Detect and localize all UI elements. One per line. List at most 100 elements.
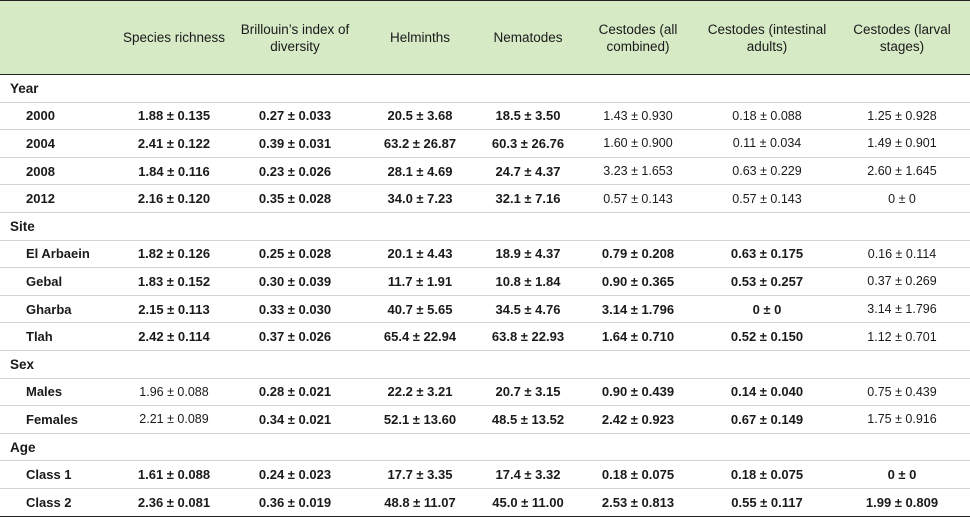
table-cell: 24.7 ± 4.37: [480, 157, 576, 186]
table-cell: 0.75 ± 0.439: [834, 378, 970, 407]
table-cell: 63.2 ± 26.87: [360, 129, 480, 158]
table-cell: 0.18 ± 0.075: [576, 460, 700, 489]
table-cell: 0.16 ± 0.114: [834, 240, 970, 269]
table-cell: 0.36 ± 0.019: [230, 488, 360, 517]
column-header: Brillouin’s index of diversity: [240, 21, 350, 54]
table-cell: 3.14 ± 1.796: [834, 295, 970, 324]
row-label: Tlah: [0, 322, 118, 351]
table-cell: 2.42 ± 0.923: [576, 405, 700, 434]
group-title: Sex: [0, 350, 970, 379]
table-cell: 3.23 ± 1.653: [576, 157, 700, 186]
table-cell: 17.4 ± 3.32: [480, 460, 576, 489]
table-row: Gebal 1.83 ± 0.152 0.30 ± 0.039 11.7 ± 1.91…: [0, 267, 970, 296]
table-cell: 0.34 ± 0.021: [230, 405, 360, 434]
table-cell: 1.25 ± 0.928: [834, 102, 970, 131]
table-cell: 40.7 ± 5.65: [360, 295, 480, 324]
column-header: [0, 1, 118, 75]
group-header-row: Year: [0, 74, 970, 103]
table-cell: 11.7 ± 1.91: [360, 267, 480, 296]
group-title: Age: [0, 433, 970, 462]
table-cell: 1.12 ± 0.701: [834, 322, 970, 351]
table-row: Gharba 2.15 ± 0.113 0.33 ± 0.030 40.7 ± 5.6…: [0, 295, 970, 324]
table-cell: 32.1 ± 7.16: [480, 184, 576, 213]
table-row: 2008 1.84 ± 0.116 0.23 ± 0.026 28.1 ± 4.69 2…: [0, 157, 970, 186]
column-header: Species richness: [122, 30, 226, 45]
column-header: Cestodes (intestinal adults): [707, 21, 827, 54]
table-cell: 10.8 ± 1.84: [480, 267, 576, 296]
table-cell: 45.0 ± 11.00: [480, 488, 576, 517]
table-cell: 1.61 ± 0.088: [118, 460, 230, 489]
table-cell: 0.55 ± 0.117: [700, 488, 834, 517]
table-row: Class 2 2.36 ± 0.081 0.36 ± 0.019 48.8 ± 11…: [0, 488, 970, 517]
table-cell: 2.21 ± 0.089: [118, 405, 230, 434]
table-row: 2012 2.16 ± 0.120 0.35 ± 0.028 34.0 ± 7.23 3…: [0, 184, 970, 213]
row-label: Gharba: [0, 295, 118, 324]
table-cell: 34.5 ± 4.76: [480, 295, 576, 324]
column-header: Helminths: [389, 30, 451, 45]
table-row: Females 2.21 ± 0.089 0.34 ± 0.021 52.1 ± 13…: [0, 405, 970, 434]
table-cell: 0.30 ± 0.039: [230, 267, 360, 296]
table-cell: 0.39 ± 0.031: [230, 129, 360, 158]
table-row: Class 1 1.61 ± 0.088 0.24 ± 0.023 17.7 ± 3.…: [0, 460, 970, 489]
row-label: 2004: [0, 129, 118, 158]
table-cell: 0.52 ± 0.150: [700, 322, 834, 351]
table-cell: 1.75 ± 0.916: [834, 405, 970, 434]
table-cell: 20.1 ± 4.43: [360, 240, 480, 269]
table-cell: 0.18 ± 0.075: [700, 460, 834, 489]
table-cell: 0.37 ± 0.026: [230, 322, 360, 351]
table-cell: 0.37 ± 0.269: [834, 267, 970, 296]
table-cell: 17.7 ± 3.35: [360, 460, 480, 489]
table-cell: 1.43 ± 0.930: [576, 102, 700, 131]
table-cell: 3.14 ± 1.796: [576, 295, 700, 324]
table-cell: 0.63 ± 0.175: [700, 240, 834, 269]
group-header-row: Site: [0, 212, 970, 241]
column-header: Cestodes (larval stages): [853, 21, 951, 54]
table-cell: 0.33 ± 0.030: [230, 295, 360, 324]
group-header-row: Sex: [0, 350, 970, 379]
table-cell: 1.84 ± 0.116: [118, 157, 230, 186]
table-cell: 65.4 ± 22.94: [360, 322, 480, 351]
table-cell: 2.16 ± 0.120: [118, 184, 230, 213]
table-cell: 2.36 ± 0.081: [118, 488, 230, 517]
table-row: 2004 2.41 ± 0.122 0.39 ± 0.031 63.2 ± 26.87…: [0, 129, 970, 158]
table-cell: 1.82 ± 0.126: [118, 240, 230, 269]
table-cell: 60.3 ± 26.76: [480, 129, 576, 158]
table-header: Species richness Brillouin’s index of div…: [0, 0, 970, 75]
table-cell: 0.79 ± 0.208: [576, 240, 700, 269]
table-cell: 0.63 ± 0.229: [700, 157, 834, 186]
table-cell: 1.64 ± 0.710: [576, 322, 700, 351]
row-label: Class 2: [0, 488, 118, 517]
table-cell: 2.53 ± 0.813: [576, 488, 700, 517]
table-cell: 0.28 ± 0.021: [230, 378, 360, 407]
row-label: El Arbaein: [0, 240, 118, 269]
table-cell: 48.8 ± 11.07: [360, 488, 480, 517]
table-cell: 2.60 ± 1.645: [834, 157, 970, 186]
table-row: Tlah 2.42 ± 0.114 0.37 ± 0.026 65.4 ± 22.94…: [0, 322, 970, 351]
table-body: Year 2000 1.88 ± 0.135 0.27 ± 0.033 20.5 ± 3…: [0, 74, 970, 517]
row-label: Class 1: [0, 460, 118, 489]
row-label: 2000: [0, 102, 118, 131]
table-cell: 1.60 ± 0.900: [576, 129, 700, 158]
table-cell: 1.99 ± 0.809: [834, 488, 970, 517]
table-cell: 2.15 ± 0.113: [118, 295, 230, 324]
table-cell: 2.42 ± 0.114: [118, 322, 230, 351]
table-cell: 20.7 ± 3.15: [480, 378, 576, 407]
table-cell: 0.18 ± 0.088: [700, 102, 834, 131]
table-row: 2000 1.88 ± 0.135 0.27 ± 0.033 20.5 ± 3.68 1…: [0, 102, 970, 131]
table-cell: 0.27 ± 0.033: [230, 102, 360, 131]
table-cell: 0.23 ± 0.026: [230, 157, 360, 186]
table-cell: 0.11 ± 0.034: [700, 129, 834, 158]
column-header: Nematodes: [493, 30, 563, 45]
table-cell: 1.49 ± 0.901: [834, 129, 970, 158]
group-title: Site: [0, 212, 970, 241]
table-cell: 63.8 ± 22.93: [480, 322, 576, 351]
column-header: Cestodes (all combined): [598, 21, 678, 54]
row-label: 2008: [0, 157, 118, 186]
table-row: Males 1.96 ± 0.088 0.28 ± 0.021 22.2 ± 3.21…: [0, 378, 970, 407]
table-cell: 0.57 ± 0.143: [576, 184, 700, 213]
table-cell: 22.2 ± 3.21: [360, 378, 480, 407]
row-label: Gebal: [0, 267, 118, 296]
row-label: Females: [0, 405, 118, 434]
table-cell: 34.0 ± 7.23: [360, 184, 480, 213]
